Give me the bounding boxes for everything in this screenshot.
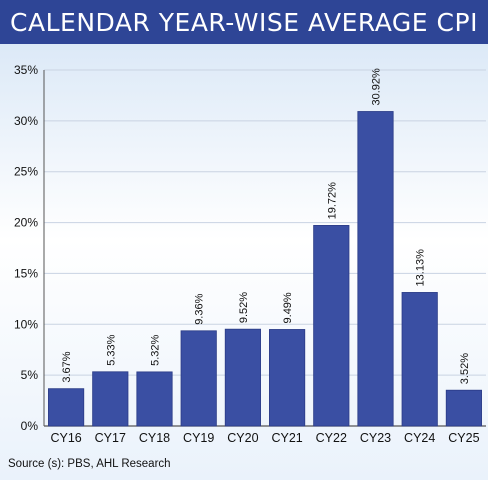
y-tick-label: 35% [14,63,38,77]
x-tick-label: CY18 [139,431,170,445]
data-label: 30.92% [371,68,383,106]
bar-cy24 [401,292,438,427]
x-tick-label: CY21 [271,431,302,445]
x-tick-label: CY22 [316,431,347,445]
data-label: 3.52% [459,353,471,384]
data-label: 5.32% [150,334,162,365]
bar-cy18 [136,371,173,427]
chart-title: CALENDAR YEAR-WISE AVERAGE CPI [0,0,488,44]
data-labels: 3.67% 5.33% 5.32% 9.36% 9.52% 9.49% 19.72% 30.9… [61,68,471,384]
data-label: 9.49% [282,292,294,323]
data-label: 3.67% [61,351,73,382]
bar-cy21 [269,329,306,427]
y-tick-label: 5% [21,368,39,382]
data-label: 13.13% [415,249,427,287]
x-tick-label: CY19 [183,431,214,445]
y-tick-label: 20% [14,216,38,230]
x-tick-label: CY25 [448,431,479,445]
y-tick-label: 30% [14,114,38,128]
bar-cy25 [445,389,482,427]
data-label: 9.52% [238,292,250,323]
x-tick-label: CY20 [227,431,258,445]
bar-cy20 [224,328,261,427]
y-tick-label: 15% [14,266,38,280]
data-label: 5.33% [105,334,117,365]
bar-cy17 [92,371,129,427]
x-tick-label: CY16 [50,431,81,445]
data-label: 19.72% [326,182,338,220]
bar-cy23 [357,111,394,427]
bars [48,111,482,427]
x-tick-label: CY23 [360,431,391,445]
x-axis-categories: CY16 CY17 CY18 CY19 CY20 CY21 CY22 CY23 CY24 CY25 [50,431,479,445]
y-axis-ticks: 0% 5% 10% 15% 20% 25% 30% 35% [14,63,38,433]
source-note: Source (s): PBS, AHL Research [8,458,171,470]
x-tick-label: CY24 [404,431,435,445]
bar-cy19 [180,330,217,427]
x-tick-label: CY17 [95,431,126,445]
data-label: 9.36% [194,293,206,324]
bar-cy16 [48,388,85,427]
y-tick-label: 25% [14,165,38,179]
y-tick-label: 0% [21,419,39,433]
y-tick-label: 10% [14,317,38,331]
bar-cy22 [313,225,350,427]
